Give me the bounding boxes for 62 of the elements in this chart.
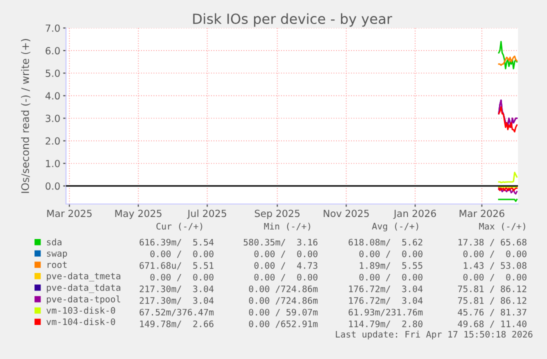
- text: 67.52m/376.47m: [140, 308, 214, 316]
- x-tick-label: Jul 2025: [186, 210, 226, 219]
- text: 0.00 / 0.00: [463, 274, 526, 282]
- y-axis-title: IOs/second read (-) / write (+): [21, 38, 30, 193]
- text: 149.78m/ 2.66: [140, 320, 214, 328]
- chart-title: Disk IOs per device - by year: [193, 13, 392, 27]
- text: 616.39m/ 5.54: [140, 238, 214, 246]
- legend-label: pve-data_tmeta: [46, 272, 120, 282]
- x-tick-label: Jan 2026: [393, 210, 436, 219]
- y-tick-label: 6.0: [46, 47, 60, 54]
- legend-label: swap: [47, 252, 67, 258]
- text: 0.00 / 59.07m: [249, 308, 318, 316]
- text: 0.00 / 4.73: [254, 262, 318, 270]
- text: 0.00 / 0.00: [150, 274, 214, 282]
- text: 671.68u/ 5.51: [140, 262, 214, 270]
- y-tick-label: 2.0: [46, 137, 60, 145]
- text: 0.00 / 0.00: [359, 274, 422, 282]
- text: 75.81 / 86.12: [458, 297, 526, 305]
- text: Last update: Fri Apr 17 15:50:18 2026: [336, 330, 532, 340]
- x-tick-label: Nov 2025: [324, 210, 369, 218]
- legend-label: vm-104-disk-0: [46, 318, 116, 326]
- legend-label: sda: [47, 238, 62, 246]
- text: 0.00 /724.86m: [249, 285, 318, 293]
- text: 1.89m/ 5.55: [360, 262, 422, 270]
- text: 217.30m/ 3.04: [140, 285, 214, 293]
- legend-label: pve-data-tpool: [46, 296, 120, 304]
- text: 45.76 / 81.37: [458, 308, 526, 316]
- y-tick-label: 4.0: [45, 92, 60, 100]
- text: 0.00 / 0.00: [359, 250, 422, 258]
- y-tick-label: 3.0: [46, 114, 60, 122]
- text: 176.72m/ 3.04: [349, 297, 423, 305]
- text: 0.00 / 0.00: [254, 250, 318, 258]
- text: 0.00 /724.86m: [249, 297, 318, 305]
- x-tick-label: Sep 2025: [254, 210, 300, 219]
- text: 0.00 / 0.00: [150, 250, 214, 258]
- text: 61.93m/231.76m: [348, 308, 423, 316]
- legend-label: pve-data_tdata: [46, 284, 120, 293]
- text: 49.68 / 11.40: [458, 320, 526, 328]
- text: 217.30m/ 3.04: [140, 297, 214, 305]
- text: 75.81 / 86.12: [458, 285, 526, 293]
- text: Max (-/+): [479, 222, 526, 231]
- legend-label: vm-103-disk-0: [46, 306, 116, 314]
- text: 1.43 / 53.08: [464, 262, 526, 270]
- x-tick-label: Mar 2025: [47, 210, 92, 218]
- text: Avg (-/+): [372, 222, 418, 232]
- text: 618.08m/ 5.62: [348, 238, 422, 246]
- y-tick-label: 1.0: [46, 160, 60, 168]
- y-tick-label: 0.0: [46, 182, 60, 190]
- text: 0.00 /652.91m: [249, 320, 318, 328]
- text: 580.35m/ 3.16: [244, 238, 318, 246]
- text: 17.38 / 65.68: [458, 238, 526, 246]
- text: 176.72m/ 3.04: [349, 285, 423, 293]
- text: Min (-/+): [264, 222, 310, 231]
- x-tick-label: Mar 2026: [460, 210, 504, 218]
- text: 0.00 / 0.00: [463, 250, 526, 258]
- x-tick-label: May 2025: [115, 210, 162, 219]
- legend-label: root: [48, 262, 67, 268]
- text: 114.79m/ 2.80: [349, 320, 422, 328]
- text: 0.00 / 0.00: [254, 274, 318, 282]
- y-tick-label: 7.0: [46, 24, 60, 32]
- y-tick-label: 5.0: [46, 70, 60, 77]
- text: Cur (-/+): [156, 222, 202, 231]
